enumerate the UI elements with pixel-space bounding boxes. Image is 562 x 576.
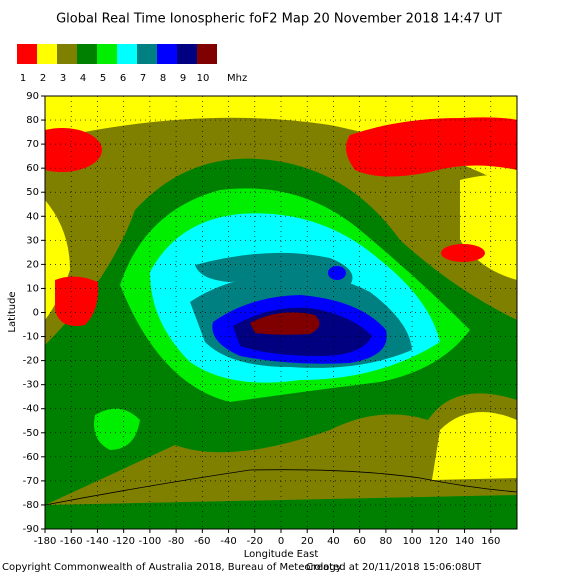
- x-tick-label: -180: [34, 536, 57, 547]
- legend-label: 3: [60, 73, 66, 84]
- y-tick-label: 40: [26, 211, 39, 222]
- legend-label: 1: [20, 73, 26, 84]
- legend-label: 7: [140, 73, 146, 84]
- legend-swatch: [17, 44, 37, 64]
- y-tick-label: 70: [26, 139, 39, 150]
- y-tick-label: 30: [26, 235, 39, 246]
- y-tick-label: 0: [33, 308, 39, 319]
- legend-label: 8: [160, 73, 166, 84]
- y-tick-label: 20: [26, 259, 39, 270]
- legend-label: 5: [100, 73, 106, 84]
- legend-swatch: [97, 44, 117, 64]
- y-tick-label: -30: [23, 380, 39, 391]
- y-tick-label: -50: [23, 428, 39, 439]
- legend-swatch: [177, 44, 197, 64]
- legend-unit: Mhz: [227, 73, 247, 84]
- legend-swatch: [57, 44, 77, 64]
- y-tick-label: -40: [23, 404, 39, 415]
- title: Global Real Time Ionospheric foF2 Map 20…: [56, 12, 502, 27]
- y-tick-label: 50: [26, 187, 39, 198]
- x-tick-label: -160: [60, 536, 83, 547]
- x-tick-label: 80: [380, 536, 393, 547]
- y-tick-label: 80: [26, 115, 39, 126]
- legend-swatch: [197, 44, 217, 64]
- legend-swatch: [37, 44, 57, 64]
- x-tick-label: -100: [139, 536, 162, 547]
- x-tick-label: -60: [194, 536, 210, 547]
- x-tick-label: 60: [353, 536, 366, 547]
- legend-label: 6: [120, 73, 126, 84]
- legend-swatch: [117, 44, 137, 64]
- y-tick-label: 90: [26, 91, 39, 102]
- y-tick-label: 10: [26, 283, 39, 294]
- y-tick-label: -60: [23, 452, 39, 463]
- legend-swatch: [137, 44, 157, 64]
- y-tick-label: -90: [23, 524, 39, 535]
- x-tick-label: 120: [429, 536, 448, 547]
- x-tick-label: -20: [247, 536, 263, 547]
- legend-swatch: [157, 44, 177, 64]
- legend-label: 10: [197, 73, 210, 84]
- x-tick-label: -40: [220, 536, 236, 547]
- y-tick-label: -80: [23, 500, 39, 511]
- x-tick-label: 40: [327, 536, 340, 547]
- x-tick-label: -140: [86, 536, 109, 547]
- grid: -180 -160 -140 -120 -100 -80 -60 -40 -20 0 20 40 60 8…: [23, 91, 517, 547]
- map-field: [44, 95, 518, 530]
- y-tick-label: -20: [23, 356, 39, 367]
- legend-label: 9: [180, 73, 186, 84]
- x-tick-label: 100: [403, 536, 422, 547]
- x-tick-label: 140: [455, 536, 474, 547]
- y-axis-label: Latitude: [7, 291, 18, 332]
- y-tick-label: -10: [23, 332, 39, 343]
- legend-label: 2: [40, 73, 46, 84]
- x-axis-label: Longitude East: [244, 549, 319, 560]
- y-tick-label: 60: [26, 163, 39, 174]
- legend: 1 2 3 4 5 6 7 8 9 10: [17, 44, 217, 84]
- copyright: Copyright Commonwealth of Australia 2018…: [2, 562, 342, 573]
- y-tick-label: -70: [23, 476, 39, 487]
- legend-swatch: [77, 44, 97, 64]
- x-tick-label: 20: [301, 536, 314, 547]
- legend-label: 4: [80, 73, 86, 84]
- x-tick-label: 160: [481, 536, 500, 547]
- created: Created at 20/11/2018 15:06:08UT: [306, 562, 482, 573]
- x-tick-label: -80: [168, 536, 184, 547]
- x-tick-label: -120: [112, 536, 135, 547]
- x-tick-label: 0: [278, 536, 284, 547]
